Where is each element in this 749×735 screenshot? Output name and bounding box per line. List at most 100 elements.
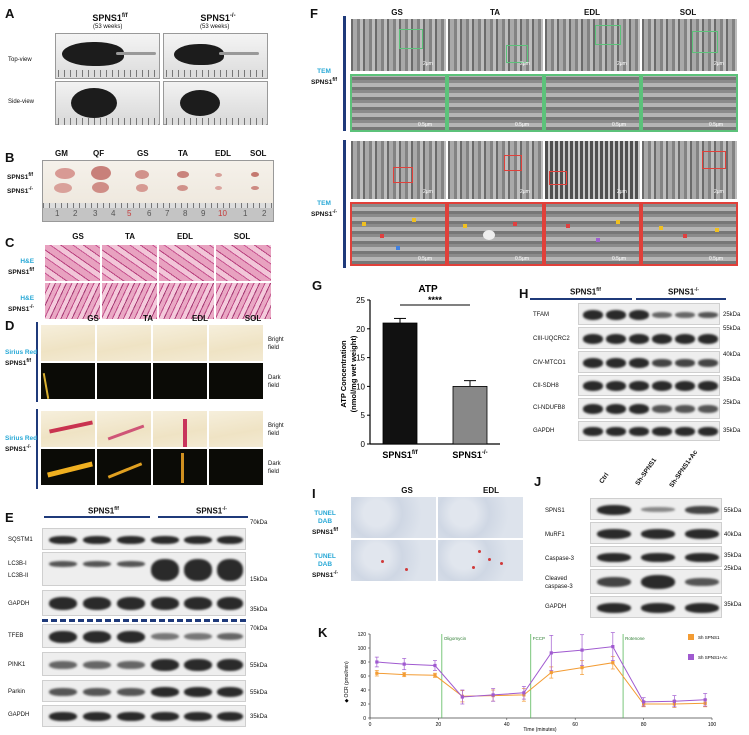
h-marker-40: 40kDa xyxy=(723,352,741,358)
k-point-1-4 xyxy=(491,693,495,697)
h-label-gapdh: GAPDH xyxy=(533,428,555,434)
k-xtick-label-1: 20 xyxy=(436,722,442,728)
g-ytick-label-3: 15 xyxy=(356,354,365,363)
c-he-sol-ff xyxy=(215,244,272,282)
e-blot-tfeb xyxy=(42,624,246,648)
f-zoom-ta-ff: 0.5μm xyxy=(447,74,544,132)
e-label-lc3b-i: LC3B-I xyxy=(8,561,27,567)
panel-label-h: H xyxy=(519,286,529,301)
k-xlabel: Time (minutes) xyxy=(523,727,556,733)
a-col-sub-ff: (53 weeks) xyxy=(93,24,123,30)
a-photo-ko-side xyxy=(163,81,268,125)
k-ytick-label-2: 40 xyxy=(360,688,366,694)
d-df-sol-ff xyxy=(208,362,264,400)
panel-label-e: E xyxy=(5,510,14,525)
e-blot-gapdh-2 xyxy=(42,705,246,727)
k-point-0-1 xyxy=(402,673,406,677)
j-label-spns1: SPNS1 xyxy=(545,508,565,514)
g-chart-title: ATP xyxy=(418,284,438,295)
g-ytick-label-4: 20 xyxy=(356,325,365,334)
c-he-gs-ff xyxy=(44,244,101,282)
j-blot-cleaved xyxy=(590,569,722,594)
k-point-1-10 xyxy=(672,699,676,703)
d-bf-ta-ko xyxy=(96,410,152,448)
k-point-0-0 xyxy=(375,671,379,675)
e-dashed-divider xyxy=(42,619,246,622)
k-point-0-8 xyxy=(611,661,615,665)
d-df-edl-ko xyxy=(152,448,208,486)
b-muscle-photo xyxy=(42,160,274,222)
k-legend-sh: Sh SPNS1 xyxy=(698,635,720,640)
e-marker-15: 15kDa xyxy=(250,577,268,583)
e-marker-70-2: 70kDa xyxy=(250,626,268,632)
f-tem-sol-ff: 2μm xyxy=(641,18,738,72)
j-blot-spns1 xyxy=(590,498,722,520)
f-zoom-gs-ko: 0.5μm xyxy=(350,202,447,266)
j-col-ctrl: Ctrl xyxy=(598,471,611,485)
e-label-sqstm1: SQSTM1 xyxy=(8,537,33,543)
k-injection-label-0: Oligomycin xyxy=(444,636,467,641)
d-divider-ko xyxy=(36,409,38,489)
g-ytick-label-1: 5 xyxy=(361,411,366,420)
k-point-1-6 xyxy=(549,651,553,655)
h-marker-35-2: 35kDa xyxy=(723,428,741,434)
f-zoom-sol-ko: 0.5μm xyxy=(641,202,738,266)
g-ytick-label-2: 10 xyxy=(356,382,365,391)
d-df-sol-ko xyxy=(208,448,264,486)
j-label-murf1: MuRF1 xyxy=(545,532,565,538)
d-bf-gs-ko xyxy=(40,410,96,448)
h-group-ff: SPNS1f/f xyxy=(570,287,601,297)
d-divider-ff xyxy=(36,322,38,402)
f-tem-ta-ko: 2μm xyxy=(447,140,544,200)
h-group-ko: SPNS1-/- xyxy=(668,287,699,297)
h-marker-25-2: 25kDa xyxy=(723,400,741,406)
k-point-1-11 xyxy=(703,698,707,702)
h-marker-35-1: 35kDa xyxy=(723,377,741,383)
d-bf-edl-ko xyxy=(152,410,208,448)
e-label-pink1: PINK1 xyxy=(8,662,26,668)
j-blot-gapdh xyxy=(590,596,722,618)
c-he-edl-ff xyxy=(158,244,215,282)
j-label-cleaved: Cleaved caspase-3 xyxy=(545,576,573,590)
f-tem-sol-ko: 2μm xyxy=(641,140,738,200)
k-point-1-8 xyxy=(611,645,615,649)
c-row-ko: H&E SPNS1-/- xyxy=(8,295,35,314)
c-he-edl-ko xyxy=(158,282,215,320)
panel-label-b: B xyxy=(5,150,15,165)
e-label-parkin: Parkin xyxy=(8,689,26,695)
i-tunel-edl-ff xyxy=(437,496,524,539)
d-bright-ko: Bright field xyxy=(268,423,284,437)
g-bar-0 xyxy=(382,322,418,445)
i-tunel-gs-ff xyxy=(350,496,437,539)
k-injection-label-2: Rotenone xyxy=(625,636,645,641)
k-legend-shac: Sh SPNS1+Ac xyxy=(698,655,728,660)
f-zoom-edl-ko: 0.5μm xyxy=(544,202,641,266)
e-blot-parkin xyxy=(42,680,246,702)
g-cat-ko: SPNS1-/- xyxy=(452,450,487,460)
d-row-ko: Sirius Red SPNS1-/- xyxy=(5,435,38,454)
a-col-header-ff: SPNS1f/f xyxy=(92,13,128,23)
k-ytick-label-4: 80 xyxy=(360,660,366,666)
h-label-civ: CIV-MTCO1 xyxy=(533,360,566,366)
g-atp-chart: ATP ATP Concentration (nmol/mg wet weigh… xyxy=(339,284,500,460)
panel-label-i: I xyxy=(312,486,316,501)
k-point-0-2 xyxy=(433,673,437,677)
c-row-ff: H&E SPNS1f/f xyxy=(8,258,35,277)
d-bf-gs-ff xyxy=(40,324,96,362)
h-label-cii: CII-SDH8 xyxy=(533,383,559,389)
k-point-1-2 xyxy=(433,663,437,668)
g-ylabel-line2: (nmol/mg wet weight) xyxy=(349,335,358,412)
k-point-1-9 xyxy=(642,700,646,704)
d-df-ta-ff xyxy=(96,362,152,400)
d-df-edl-ff xyxy=(152,362,208,400)
h-blot-cii xyxy=(578,375,720,396)
a-photo-ff-top xyxy=(55,33,160,79)
panel-label-k: K xyxy=(318,625,328,640)
c-he-ta-ff xyxy=(101,244,158,282)
i-col-gs: GS xyxy=(401,486,413,495)
e-label-lc3b-ii: LC3B-II xyxy=(8,573,29,579)
f-divider-ff xyxy=(343,16,346,131)
k-point-1-1 xyxy=(402,662,406,666)
i-row-ff: TUNEL DAB SPNS1f/f xyxy=(312,510,339,537)
k-xtick-label-0: 0 xyxy=(369,722,372,728)
